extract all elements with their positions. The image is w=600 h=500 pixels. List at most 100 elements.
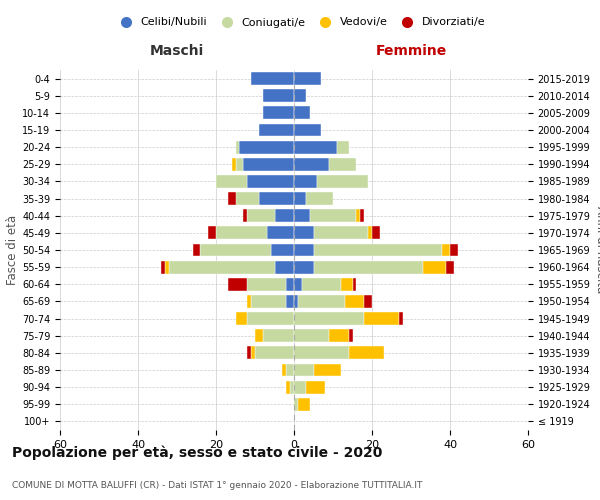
Bar bbox=[247, 175, 294, 188]
Bar bbox=[286, 278, 294, 290]
Bar bbox=[263, 330, 294, 342]
Bar bbox=[317, 175, 368, 188]
Bar bbox=[314, 244, 442, 256]
Y-axis label: Fasce di età: Fasce di età bbox=[6, 215, 19, 285]
Bar bbox=[247, 312, 294, 325]
Bar bbox=[235, 158, 244, 170]
Bar bbox=[294, 244, 314, 256]
Bar bbox=[244, 210, 247, 222]
Bar bbox=[298, 295, 344, 308]
Bar bbox=[286, 364, 294, 376]
Bar bbox=[294, 398, 298, 410]
Bar bbox=[446, 260, 454, 274]
Bar bbox=[294, 312, 364, 325]
Bar bbox=[341, 278, 353, 290]
Bar bbox=[400, 312, 403, 325]
Bar bbox=[372, 226, 380, 239]
Bar bbox=[294, 210, 310, 222]
Bar bbox=[235, 312, 247, 325]
Bar bbox=[208, 226, 216, 239]
Bar bbox=[255, 346, 294, 360]
Bar bbox=[302, 278, 341, 290]
Bar bbox=[294, 192, 306, 205]
Bar bbox=[232, 158, 235, 170]
Bar bbox=[337, 140, 349, 153]
Bar bbox=[275, 260, 294, 274]
Bar bbox=[266, 226, 294, 239]
Bar bbox=[216, 175, 247, 188]
Bar bbox=[329, 330, 349, 342]
Bar bbox=[247, 295, 251, 308]
Bar bbox=[259, 192, 294, 205]
Bar bbox=[294, 278, 302, 290]
Bar bbox=[275, 210, 294, 222]
Bar bbox=[294, 364, 314, 376]
Legend: Celibi/Nubili, Coniugati/e, Vedovi/e, Divorziati/e: Celibi/Nubili, Coniugati/e, Vedovi/e, Di… bbox=[110, 13, 490, 32]
Bar bbox=[247, 210, 275, 222]
Bar bbox=[306, 380, 325, 394]
Bar bbox=[329, 158, 356, 170]
Bar bbox=[364, 312, 400, 325]
Bar bbox=[294, 72, 322, 85]
Bar bbox=[193, 244, 200, 256]
Bar bbox=[294, 175, 317, 188]
Bar bbox=[349, 330, 353, 342]
Bar bbox=[235, 192, 259, 205]
Text: Femmine: Femmine bbox=[376, 44, 446, 58]
Bar bbox=[161, 260, 166, 274]
Bar bbox=[450, 244, 458, 256]
Bar bbox=[298, 398, 310, 410]
Bar bbox=[247, 278, 286, 290]
Bar bbox=[314, 364, 341, 376]
Text: Maschi: Maschi bbox=[150, 44, 204, 58]
Bar bbox=[294, 346, 349, 360]
Bar bbox=[353, 278, 356, 290]
Bar bbox=[259, 124, 294, 136]
Bar bbox=[286, 295, 294, 308]
Bar bbox=[169, 260, 275, 274]
Text: COMUNE DI MOTTA BALUFFI (CR) - Dati ISTAT 1° gennaio 2020 - Elaborazione TUTTITA: COMUNE DI MOTTA BALUFFI (CR) - Dati ISTA… bbox=[12, 480, 422, 490]
Bar bbox=[294, 295, 298, 308]
Bar bbox=[442, 244, 450, 256]
Bar bbox=[290, 380, 294, 394]
Bar bbox=[286, 380, 290, 394]
Text: Popolazione per età, sesso e stato civile - 2020: Popolazione per età, sesso e stato civil… bbox=[12, 446, 382, 460]
Bar bbox=[294, 330, 329, 342]
Bar bbox=[314, 226, 368, 239]
Bar bbox=[263, 90, 294, 102]
Bar bbox=[294, 124, 322, 136]
Bar bbox=[294, 140, 337, 153]
Bar bbox=[294, 380, 306, 394]
Bar bbox=[200, 244, 271, 256]
Bar bbox=[360, 210, 364, 222]
Bar bbox=[239, 140, 294, 153]
Bar bbox=[314, 260, 422, 274]
Bar bbox=[251, 72, 294, 85]
Bar bbox=[283, 364, 286, 376]
Y-axis label: Anni di nascita: Anni di nascita bbox=[594, 206, 600, 294]
Bar bbox=[344, 295, 364, 308]
Bar bbox=[165, 260, 169, 274]
Bar bbox=[294, 260, 314, 274]
Bar bbox=[247, 346, 251, 360]
Bar bbox=[310, 210, 356, 222]
Bar bbox=[294, 106, 310, 120]
Bar bbox=[368, 226, 372, 239]
Bar bbox=[364, 295, 372, 308]
Bar bbox=[228, 192, 235, 205]
Bar bbox=[294, 226, 314, 239]
Bar bbox=[294, 158, 329, 170]
Bar bbox=[356, 210, 360, 222]
Bar bbox=[294, 90, 306, 102]
Bar bbox=[271, 244, 294, 256]
Bar bbox=[306, 192, 333, 205]
Bar bbox=[244, 158, 294, 170]
Bar bbox=[422, 260, 446, 274]
Bar bbox=[235, 140, 239, 153]
Bar bbox=[228, 278, 247, 290]
Bar bbox=[251, 295, 286, 308]
Bar bbox=[263, 106, 294, 120]
Bar bbox=[251, 346, 255, 360]
Bar bbox=[255, 330, 263, 342]
Bar bbox=[216, 226, 266, 239]
